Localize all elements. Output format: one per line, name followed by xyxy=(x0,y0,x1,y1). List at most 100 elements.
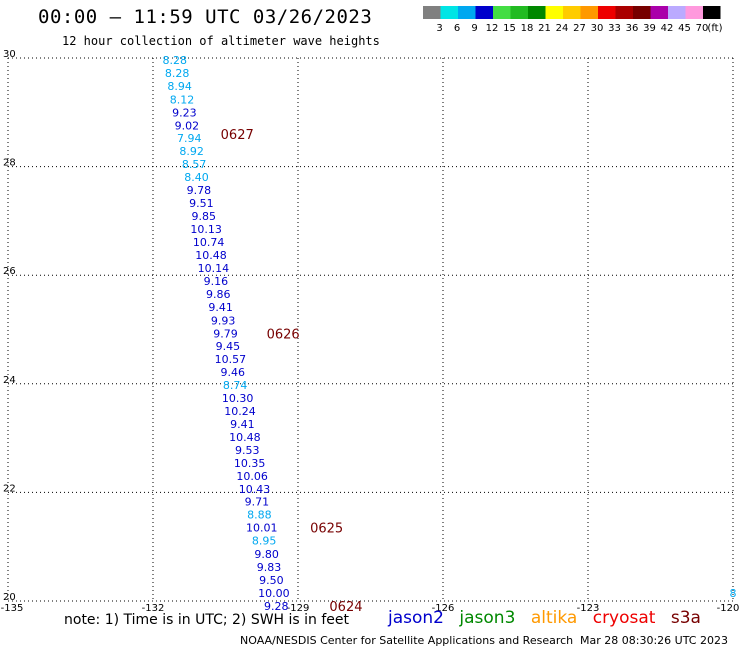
legend-label: 45 xyxy=(678,23,691,34)
legend-label: 39 xyxy=(643,23,656,34)
swh-value-label: 8.57 xyxy=(182,158,207,171)
footnote: note: 1) Time is in UTC; 2) SWH is in fe… xyxy=(64,612,350,628)
legend-swatch xyxy=(528,6,546,19)
legend-label: 42 xyxy=(661,23,674,34)
legend-label: 21 xyxy=(538,23,551,34)
legend-unit: (ft) xyxy=(707,23,722,34)
swh-value-label: 7.94 xyxy=(177,132,202,145)
sat-jason3: jason3 xyxy=(459,608,516,628)
swh-value-label: 9.16 xyxy=(204,275,229,288)
y-tick-label: 28 xyxy=(3,158,16,169)
swh-value-label: 9.45 xyxy=(216,340,241,353)
swh-value-label: 8.12 xyxy=(170,93,195,106)
legend-swatch xyxy=(615,6,633,19)
legend-label: 18 xyxy=(521,23,534,34)
x-tick-label: -129 xyxy=(287,603,310,612)
swh-value-label: 8.95 xyxy=(252,535,277,548)
x-tick-label: -123 xyxy=(577,603,600,612)
swh-value-label: 10.30 xyxy=(222,392,254,405)
swh-value-label: 10.06 xyxy=(236,470,268,483)
generated-timestamp: Mar 28 08:30:26 UTC 2023 xyxy=(580,634,728,647)
swh-value-label: 10.01 xyxy=(246,522,278,535)
swh-value-label: 9.83 xyxy=(257,561,282,574)
legend-label: 3 xyxy=(436,23,442,34)
legend-swatch xyxy=(475,6,493,19)
legend-swatch xyxy=(510,6,528,19)
legend-swatch xyxy=(423,6,441,19)
legend-swatch xyxy=(650,6,668,19)
swh-value-label: 8.28 xyxy=(165,67,190,80)
legend-label: 24 xyxy=(556,23,569,34)
sat-cryosat: cryosat xyxy=(592,608,656,628)
legend-swatch xyxy=(563,6,581,19)
legend-label: 9 xyxy=(471,23,477,34)
y-tick-label: 30 xyxy=(3,49,16,60)
swh-value-label: 8 xyxy=(730,587,737,600)
legend-label: 15 xyxy=(503,23,516,34)
legend-swatch xyxy=(668,6,686,19)
swh-value-label: 9.46 xyxy=(221,366,246,379)
swh-value-label: 9.41 xyxy=(208,301,233,314)
swh-value-label: 9.86 xyxy=(206,288,231,301)
sat-altika: altika xyxy=(530,608,578,628)
legend-swatch xyxy=(493,6,511,19)
time-label: 0627 xyxy=(221,128,254,143)
legend-label: 33 xyxy=(608,23,621,34)
swh-value-label: 8.92 xyxy=(179,145,204,158)
swh-value-label: 8.88 xyxy=(247,509,272,522)
swh-value-label: 9.51 xyxy=(189,197,214,210)
legend-swatch xyxy=(633,6,651,19)
sat-jason2: jason2 xyxy=(388,608,444,628)
legend-swatch xyxy=(598,6,616,19)
color-scale-legend: 3 6 9 12 15 18 21 24 27 30 33 36 39 42 45 70 (ft) xyxy=(423,6,723,34)
legend-label: 12 xyxy=(486,23,499,34)
time-label: 0626 xyxy=(267,327,300,342)
legend-label: 30 xyxy=(591,23,604,34)
wave-height-chart: -135 -132 -129 -126 -123 -120 20 22 24 26 28 30 8.28… xyxy=(1,49,740,612)
x-tick-label: -120 xyxy=(717,603,740,612)
swh-value-label: 10.00 xyxy=(258,587,290,600)
swh-value-label: 10.74 xyxy=(193,236,225,249)
swh-value-label: 9.85 xyxy=(192,210,217,223)
chart-subtitle: 12 hour collection of altimeter wave hei… xyxy=(62,34,380,48)
swh-value-label: 10.13 xyxy=(190,223,222,236)
swh-value-label: 9.41 xyxy=(230,418,255,431)
y-tick-label: 22 xyxy=(3,483,16,494)
x-tick-label: -126 xyxy=(432,603,455,612)
swh-value-label: 9.78 xyxy=(187,184,212,197)
swh-value-label: 10.43 xyxy=(239,483,271,496)
swh-value-label: 8.94 xyxy=(167,80,192,93)
swh-value-label: 8.74 xyxy=(223,379,248,392)
x-tick-label: -135 xyxy=(1,603,24,612)
chart-title: 00:00 — 11:59 UTC 03/26/2023 xyxy=(38,6,373,28)
swh-value-label: 9.23 xyxy=(172,106,197,119)
legend-swatch xyxy=(458,6,476,19)
time-label: 0624 xyxy=(329,600,362,612)
swh-value-label: 10.35 xyxy=(234,457,266,470)
x-tick-label: -132 xyxy=(142,603,165,612)
legend-swatch xyxy=(580,6,598,19)
swh-value-label: 8.28 xyxy=(163,54,188,67)
swh-value-label: 9.93 xyxy=(211,314,236,327)
y-tick-label: 24 xyxy=(3,375,16,386)
time-label: 0625 xyxy=(310,522,343,537)
swh-value-label: 10.57 xyxy=(215,353,247,366)
legend-label: 27 xyxy=(573,23,586,34)
legend-swatch xyxy=(545,6,563,19)
swh-value-label: 8.40 xyxy=(184,171,209,184)
swh-value-label: 10.48 xyxy=(195,249,227,262)
y-tick-label: 20 xyxy=(3,592,16,603)
sat-s3a: s3a xyxy=(670,608,701,628)
legend-swatch xyxy=(440,6,458,19)
swh-value-label: 10.24 xyxy=(224,405,256,418)
legend-label: 70 xyxy=(696,23,709,34)
swh-value-label: 9.80 xyxy=(254,548,279,561)
legend-label: 6 xyxy=(454,23,460,34)
swh-value-label: 9.02 xyxy=(175,119,200,132)
legend-label: 36 xyxy=(626,23,639,34)
swh-value-label: 9.53 xyxy=(235,444,260,457)
y-tick-label: 26 xyxy=(3,266,16,277)
swh-value-label: 9.71 xyxy=(245,496,270,509)
legend-swatch xyxy=(703,6,721,19)
swh-value-label: 9.28 xyxy=(264,600,289,612)
